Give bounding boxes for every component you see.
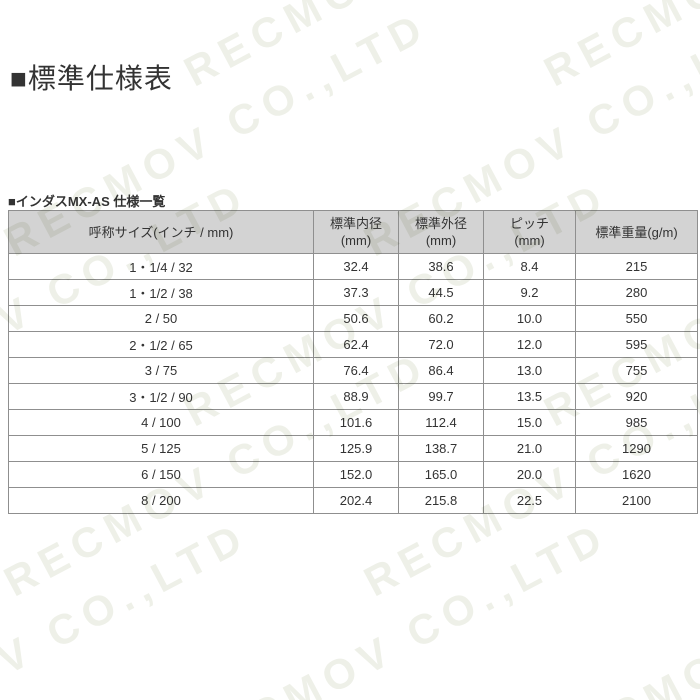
table-row: 1・1/4 / 32 32.4 38.6 8.4 215 [8, 253, 698, 280]
table-cell-weight: 595 [575, 331, 698, 358]
column-header-label: ピッチ [509, 216, 549, 231]
table-row: 4 / 100 101.6 112.4 15.0 985 [8, 409, 698, 436]
table-cell-weight: 280 [575, 279, 698, 306]
spec-table-header: 呼称サイズ(インチ / mm) 標準内径 (mm) 標準外径 (mm) ピッチ (mm) 標準… [8, 210, 698, 254]
table-cell-weight: 2100 [575, 487, 698, 514]
column-header-label: 呼称サイズ(インチ / mm) [88, 224, 234, 240]
table-cell-inner_dia: 37.3 [313, 279, 399, 306]
table-cell-weight: 215 [575, 253, 698, 280]
table-cell-inner_dia: 76.4 [313, 357, 399, 384]
column-header-unit: (mm) [514, 233, 545, 248]
table-cell-weight: 985 [575, 409, 698, 436]
column-header-label: 標準重量(g/m) [595, 224, 678, 240]
column-header: 標準内径 (mm) [313, 210, 399, 254]
table-cell-pitch: 13.0 [483, 357, 576, 384]
table-cell-size: 3・1/2 / 90 [8, 383, 314, 410]
table-cell-outer_dia: 44.5 [398, 279, 484, 306]
section-title: ■インダスMX-AS 仕様一覧 [8, 194, 166, 209]
table-cell-pitch: 20.0 [483, 461, 576, 488]
table-cell-inner_dia: 50.6 [313, 305, 399, 332]
table-cell-outer_dia: 138.7 [398, 435, 484, 462]
column-header: 標準重量(g/m) [575, 210, 698, 254]
table-cell-size: 8 / 200 [8, 487, 314, 514]
table-cell-inner_dia: 202.4 [313, 487, 399, 514]
table-cell-inner_dia: 101.6 [313, 409, 399, 436]
spec-table: 呼称サイズ(インチ / mm) 標準内径 (mm) 標準外径 (mm) ピッチ (mm) 標準… [8, 210, 698, 514]
table-row: 2・1/2 / 65 62.4 72.0 12.0 595 [8, 331, 698, 358]
spec-table-body: 1・1/4 / 32 32.4 38.6 8.4 215 1・1/2 / 38 37.3 44… [8, 253, 698, 514]
column-header-label: 標準内径 [329, 216, 382, 231]
table-cell-weight: 755 [575, 357, 698, 384]
table-row: 3 / 75 76.4 86.4 13.0 755 [8, 357, 698, 384]
table-cell-inner_dia: 125.9 [313, 435, 399, 462]
table-cell-pitch: 15.0 [483, 409, 576, 436]
table-cell-weight: 1290 [575, 435, 698, 462]
table-cell-inner_dia: 88.9 [313, 383, 399, 410]
table-cell-outer_dia: 38.6 [398, 253, 484, 280]
table-cell-outer_dia: 99.7 [398, 383, 484, 410]
table-cell-pitch: 9.2 [483, 279, 576, 306]
table-cell-pitch: 22.5 [483, 487, 576, 514]
table-cell-size: 3 / 75 [8, 357, 314, 384]
table-cell-outer_dia: 165.0 [398, 461, 484, 488]
table-cell-size: 2 / 50 [8, 305, 314, 332]
table-cell-pitch: 13.5 [483, 383, 576, 410]
table-cell-outer_dia: 60.2 [398, 305, 484, 332]
table-cell-outer_dia: 112.4 [398, 409, 484, 436]
table-cell-outer_dia: 215.8 [398, 487, 484, 514]
table-cell-size: 2・1/2 / 65 [8, 331, 314, 358]
column-header-unit: (mm) [425, 233, 457, 248]
table-cell-size: 1・1/4 / 32 [8, 253, 314, 280]
table-row: 6 / 150 152.0 165.0 20.0 1620 [8, 461, 698, 488]
column-header-label: 標準外径 [414, 216, 467, 231]
table-row: 8 / 200 202.4 215.8 22.5 2100 [8, 487, 698, 514]
table-cell-pitch: 21.0 [483, 435, 576, 462]
table-cell-outer_dia: 86.4 [398, 357, 484, 384]
table-cell-size: 6 / 150 [8, 461, 314, 488]
table-cell-pitch: 8.4 [483, 253, 576, 280]
table-cell-weight: 1620 [575, 461, 698, 488]
table-cell-inner_dia: 32.4 [313, 253, 399, 280]
table-cell-weight: 550 [575, 305, 698, 332]
table-cell-size: 4 / 100 [8, 409, 314, 436]
table-cell-size: 5 / 125 [8, 435, 314, 462]
table-cell-pitch: 10.0 [483, 305, 576, 332]
page-title: ■標準仕様表 [10, 63, 173, 94]
table-row: 3・1/2 / 90 88.9 99.7 13.5 920 [8, 383, 698, 410]
table-cell-outer_dia: 72.0 [398, 331, 484, 358]
table-cell-inner_dia: 152.0 [313, 461, 399, 488]
table-cell-size: 1・1/2 / 38 [8, 279, 314, 306]
table-row: 5 / 125 125.9 138.7 21.0 1290 [8, 435, 698, 462]
column-header: 呼称サイズ(インチ / mm) [8, 210, 314, 254]
table-cell-pitch: 12.0 [483, 331, 576, 358]
header-row: 呼称サイズ(インチ / mm) 標準内径 (mm) 標準外径 (mm) ピッチ (mm) 標準… [8, 210, 698, 254]
table-row: 1・1/2 / 38 37.3 44.5 9.2 280 [8, 279, 698, 306]
table-cell-weight: 920 [575, 383, 698, 410]
column-header: ピッチ (mm) [483, 210, 576, 254]
table-cell-inner_dia: 62.4 [313, 331, 399, 358]
column-header-unit: (mm) [340, 233, 372, 248]
table-row: 2 / 50 50.6 60.2 10.0 550 [8, 305, 698, 332]
column-header: 標準外径 (mm) [398, 210, 484, 254]
